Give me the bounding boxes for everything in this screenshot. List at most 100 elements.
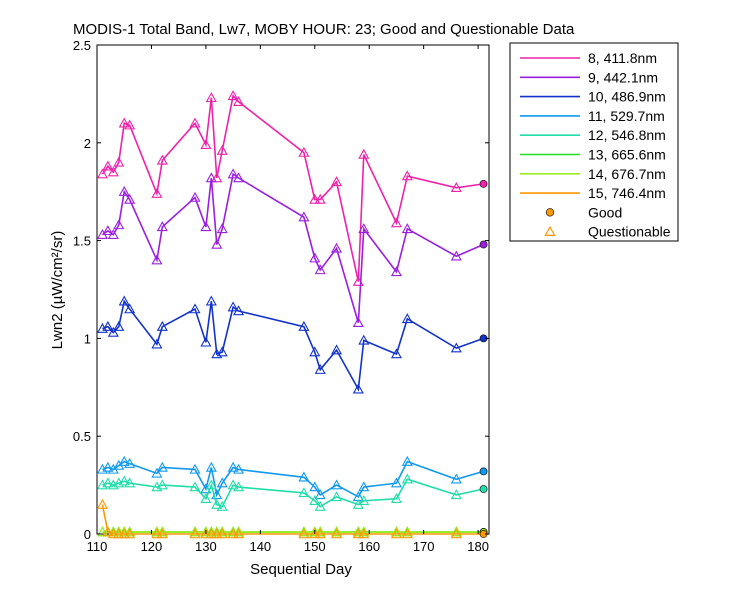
questionable-point: [227, 479, 239, 490]
questionable-point: [314, 500, 326, 511]
questionable-point: [200, 336, 212, 347]
legend-label: 13, 665.6nm: [588, 147, 666, 163]
questionable-point: [298, 211, 310, 222]
questionable-point: [113, 320, 125, 331]
good-point: [479, 467, 488, 476]
questionable-point: [156, 479, 168, 490]
questionable-point: [189, 303, 201, 314]
questionable-point: [352, 526, 364, 537]
y-tick-label: 0: [84, 527, 91, 542]
legend-label: 12, 546.8nm: [588, 127, 666, 143]
questionable-point: [118, 185, 130, 196]
questionable-point: [401, 526, 413, 537]
questionable-point: [233, 463, 245, 474]
questionable-point: [233, 172, 245, 183]
series-8: [96, 498, 488, 539]
questionable-point: [118, 528, 130, 539]
questionable-point: [450, 489, 462, 500]
legend: 8, 411.8nm 9, 442.1nm 10, 486.9nm 11, 529.7…: [509, 42, 679, 242]
x-tick-label: 160: [358, 539, 380, 554]
questionable-point: [113, 219, 125, 230]
questionable-point: [450, 182, 462, 193]
good-point: [479, 485, 488, 493]
questionable-point: [331, 528, 343, 539]
questionable-point: [107, 166, 119, 177]
questionable-point: [331, 491, 343, 502]
questionable-point: [156, 461, 168, 472]
questionable-point: [227, 526, 239, 537]
questionable-point: [401, 455, 413, 466]
questionable-point: [205, 172, 217, 183]
legend-label: Good: [588, 204, 622, 220]
questionable-point: [118, 455, 130, 466]
questionable-point: [331, 242, 343, 253]
y-tick-label: 2.5: [73, 38, 91, 53]
series-line: [102, 460, 484, 498]
legend-label: 15, 746.4nm: [588, 185, 666, 201]
questionable-point: [401, 528, 413, 539]
questionable-point: [298, 320, 310, 331]
series-2: [96, 168, 488, 327]
questionable-point: [102, 320, 114, 331]
questionable-point: [156, 154, 168, 165]
legend-item: 12, 546.8nm: [520, 127, 666, 143]
y-axis: 0 0.5 1 1.5 2 2.5: [73, 38, 489, 542]
questionable-point: [189, 191, 201, 202]
y-tick-label: 1.5: [73, 234, 91, 249]
y-axis-label: Lwn2 (µW/cm²/sr): [49, 231, 66, 350]
questionable-point: [227, 528, 239, 539]
questionable-point: [390, 266, 402, 277]
questionable-point: [124, 526, 136, 537]
x-tick-label: 150: [304, 539, 326, 554]
questionable-point: [124, 119, 136, 130]
questionable-point: [189, 526, 201, 537]
questionable-point: [124, 528, 136, 539]
plot-area: [96, 44, 490, 539]
questionable-point: [227, 168, 239, 179]
questionable-point: [124, 193, 136, 204]
x-tick-label: 180: [467, 539, 489, 554]
questionable-point: [189, 463, 201, 474]
questionable-point: [211, 526, 223, 537]
questionable-point: [216, 144, 228, 155]
questionable-point: [450, 526, 462, 537]
questionable-point: [102, 526, 114, 537]
questionable-point: [200, 526, 212, 537]
x-tick-label: 110: [87, 539, 108, 554]
questionable-point: [118, 475, 130, 486]
questionable-point: [102, 477, 114, 488]
questionable-point: [358, 526, 370, 537]
questionable-point: [205, 295, 217, 306]
x-axis-label: Sequential Day: [250, 561, 352, 578]
questionable-point: [118, 526, 130, 537]
good-marker-icon: [545, 208, 555, 217]
questionable-point: [298, 487, 310, 498]
questionable-point: [450, 528, 462, 539]
good-point: [479, 240, 488, 249]
questionable-point: [401, 170, 413, 181]
questionable-point: [390, 526, 402, 537]
x-tick-label: 140: [249, 539, 271, 554]
series-1: [96, 90, 488, 286]
questionable-point: [96, 168, 108, 179]
questionable-point: [151, 526, 163, 537]
questionable-point: [96, 526, 108, 537]
questionable-point: [113, 156, 125, 167]
questionable-point: [118, 117, 130, 128]
series-layer: [96, 90, 488, 539]
questionable-point: [352, 528, 364, 539]
questionable-point: [124, 457, 136, 468]
questionable-point: [450, 473, 462, 484]
questionable-point: [96, 498, 108, 509]
series-line: [101, 94, 484, 282]
series-5: [96, 473, 488, 511]
questionable-point: [390, 348, 402, 359]
questionable-point: [124, 303, 136, 314]
legend-item: 9, 442.1nm: [520, 69, 658, 85]
questionable-point: [358, 528, 370, 539]
questionable-point: [401, 313, 413, 324]
questionable-point: [314, 193, 326, 204]
questionable-point: [211, 238, 223, 249]
questionable-point: [331, 479, 343, 490]
series-line: [102, 478, 484, 508]
